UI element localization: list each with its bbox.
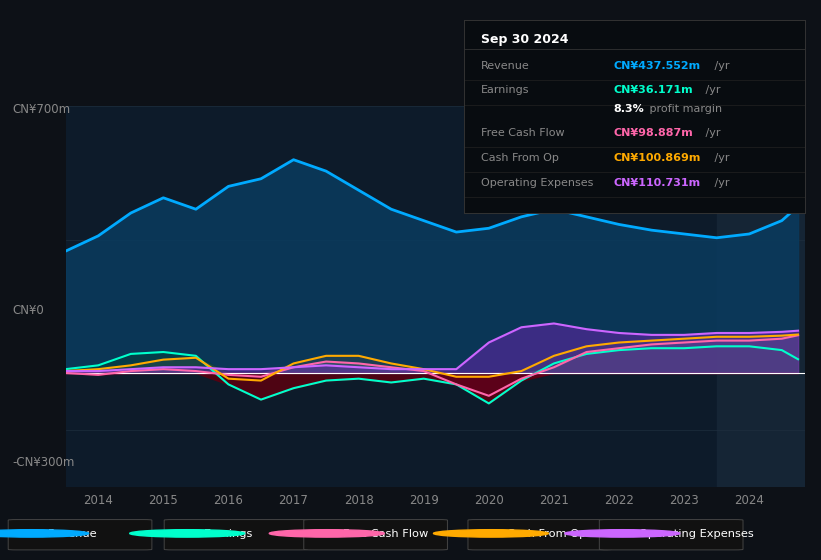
FancyBboxPatch shape	[8, 520, 152, 550]
FancyBboxPatch shape	[304, 520, 447, 550]
Text: Free Cash Flow: Free Cash Flow	[481, 128, 565, 138]
Text: CN¥700m: CN¥700m	[12, 102, 71, 116]
FancyBboxPatch shape	[468, 520, 612, 550]
Text: -CN¥300m: -CN¥300m	[12, 455, 75, 469]
Circle shape	[269, 530, 384, 537]
Circle shape	[130, 530, 245, 537]
Text: Revenue: Revenue	[48, 529, 97, 539]
Text: CN¥437.552m: CN¥437.552m	[614, 61, 701, 71]
Text: 8.3%: 8.3%	[614, 104, 644, 114]
Bar	[717, 106, 805, 487]
FancyBboxPatch shape	[164, 520, 308, 550]
Text: Operating Expenses: Operating Expenses	[481, 178, 594, 188]
Circle shape	[0, 530, 89, 537]
Text: Operating Expenses: Operating Expenses	[639, 529, 754, 539]
Text: /yr: /yr	[711, 178, 730, 188]
Text: /yr: /yr	[702, 85, 721, 95]
Text: Cash From Op: Cash From Op	[481, 153, 559, 163]
Text: Free Cash Flow: Free Cash Flow	[343, 529, 429, 539]
Circle shape	[433, 530, 548, 537]
Text: Sep 30 2024: Sep 30 2024	[481, 33, 568, 46]
FancyBboxPatch shape	[599, 520, 743, 550]
Text: CN¥98.887m: CN¥98.887m	[614, 128, 694, 138]
Text: /yr: /yr	[711, 61, 730, 71]
Text: CN¥110.731m: CN¥110.731m	[614, 178, 701, 188]
Text: Earnings: Earnings	[481, 85, 530, 95]
Text: Revenue: Revenue	[481, 61, 530, 71]
Text: CN¥36.171m: CN¥36.171m	[614, 85, 694, 95]
Text: Earnings: Earnings	[204, 529, 253, 539]
Text: /yr: /yr	[702, 128, 721, 138]
Text: CN¥0: CN¥0	[12, 304, 44, 318]
Text: profit margin: profit margin	[646, 104, 722, 114]
Text: /yr: /yr	[711, 153, 730, 163]
Circle shape	[565, 530, 680, 537]
Text: CN¥100.869m: CN¥100.869m	[614, 153, 701, 163]
Text: Cash From Op: Cash From Op	[507, 529, 587, 539]
